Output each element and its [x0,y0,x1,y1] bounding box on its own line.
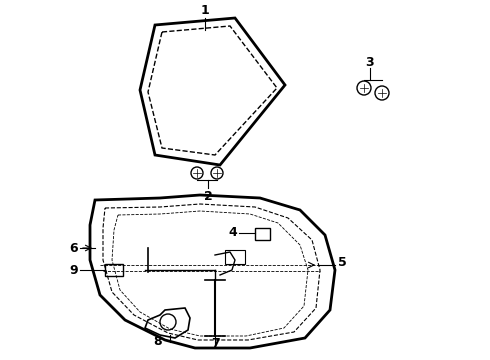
Text: 1: 1 [200,4,209,17]
Text: 4: 4 [228,226,237,239]
Bar [105,264,123,276]
Text: 2: 2 [204,189,212,202]
Text: 3: 3 [366,55,374,68]
Text: 5: 5 [338,256,347,269]
Text: 7: 7 [211,337,220,350]
Text: 9: 9 [70,264,78,276]
Text: 8: 8 [154,335,162,348]
Bar [225,250,245,264]
Text: 6: 6 [70,242,78,255]
